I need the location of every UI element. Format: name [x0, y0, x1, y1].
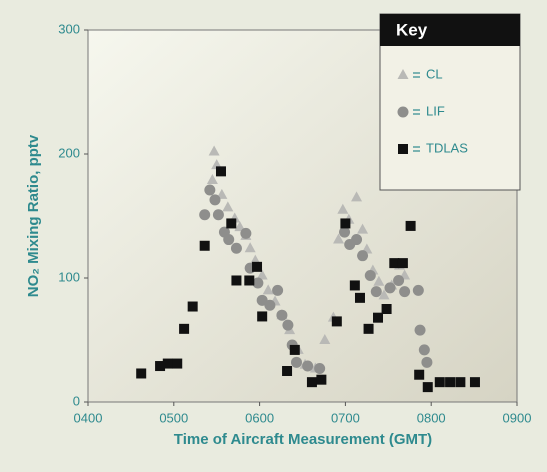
point [381, 304, 392, 314]
legend-label: CL [426, 66, 443, 81]
point [357, 250, 369, 262]
point [354, 292, 365, 303]
point [393, 274, 405, 286]
x-tick-label: 0800 [417, 410, 446, 425]
point [351, 191, 363, 202]
point [364, 270, 376, 282]
point [264, 299, 276, 311]
point [230, 242, 242, 254]
point [422, 382, 433, 393]
point [226, 218, 237, 229]
point [256, 269, 268, 280]
point [414, 324, 426, 336]
x-tick-label: 0600 [245, 410, 274, 425]
point [276, 309, 288, 321]
point [209, 194, 221, 206]
point [445, 377, 456, 388]
point [252, 261, 263, 272]
point [155, 361, 166, 372]
point [405, 220, 416, 231]
legend-label: TDLAS [426, 140, 468, 155]
point [389, 258, 400, 269]
point [215, 166, 226, 177]
point [349, 280, 360, 291]
point [469, 377, 480, 388]
point [282, 319, 294, 331]
point [384, 282, 396, 294]
x-axis-label: Time of Aircraft Measurement (GMT) [174, 431, 432, 448]
point [222, 201, 234, 212]
y-tick-label: 100 [58, 269, 80, 284]
point [234, 221, 246, 232]
x-tick-label: 0500 [159, 410, 188, 425]
point [187, 301, 198, 312]
point [455, 377, 466, 388]
point [289, 344, 300, 355]
point [290, 356, 302, 368]
point [240, 227, 252, 239]
legend-marker [398, 144, 408, 154]
y-tick-label: 0 [73, 393, 80, 408]
point [333, 233, 345, 244]
point [199, 209, 211, 221]
point [172, 358, 183, 369]
point [257, 311, 268, 322]
point [331, 316, 342, 327]
point [272, 284, 284, 296]
point [418, 344, 430, 356]
point [337, 203, 349, 214]
x-tick-label: 0400 [74, 410, 103, 425]
point [282, 366, 293, 376]
point [223, 234, 235, 246]
point [340, 218, 351, 229]
point [199, 240, 210, 251]
legend-marker [397, 69, 409, 79]
point [162, 358, 173, 369]
point [339, 226, 351, 238]
point [262, 284, 274, 295]
point [231, 275, 242, 286]
legend-header [380, 14, 520, 46]
legend-label: LIF [426, 103, 445, 118]
point [244, 242, 256, 253]
legend-marker [397, 106, 409, 118]
point [414, 369, 425, 380]
point [179, 323, 190, 334]
legend-title: Key [396, 20, 428, 39]
point [252, 277, 264, 289]
y-tick-label: 300 [58, 21, 80, 36]
y-axis-label: NO₂ Mixing Ratio, pptv [25, 134, 42, 297]
point [373, 275, 385, 286]
point [434, 377, 445, 388]
point [306, 377, 317, 388]
point [316, 374, 327, 385]
point [397, 258, 408, 269]
point [370, 286, 382, 298]
point [314, 363, 326, 375]
point [212, 209, 224, 221]
point [302, 360, 314, 372]
point [319, 334, 331, 344]
point [412, 284, 424, 296]
point [363, 323, 374, 334]
x-tick-label: 0900 [503, 410, 532, 425]
point [378, 289, 390, 300]
point [357, 223, 369, 234]
point [399, 286, 411, 298]
point [421, 356, 433, 368]
point [244, 275, 255, 286]
y-tick-label: 200 [58, 145, 80, 160]
point [206, 174, 218, 185]
point [351, 234, 363, 246]
point [136, 368, 147, 379]
point [208, 145, 220, 156]
point [373, 312, 384, 323]
x-tick-label: 0700 [331, 410, 360, 425]
point [204, 184, 216, 196]
